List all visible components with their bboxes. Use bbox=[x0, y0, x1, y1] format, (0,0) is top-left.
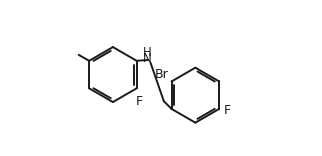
Text: Br: Br bbox=[154, 68, 168, 81]
Text: H: H bbox=[143, 46, 151, 59]
Text: N: N bbox=[143, 52, 151, 65]
Text: F: F bbox=[223, 104, 231, 117]
Text: F: F bbox=[136, 95, 143, 108]
